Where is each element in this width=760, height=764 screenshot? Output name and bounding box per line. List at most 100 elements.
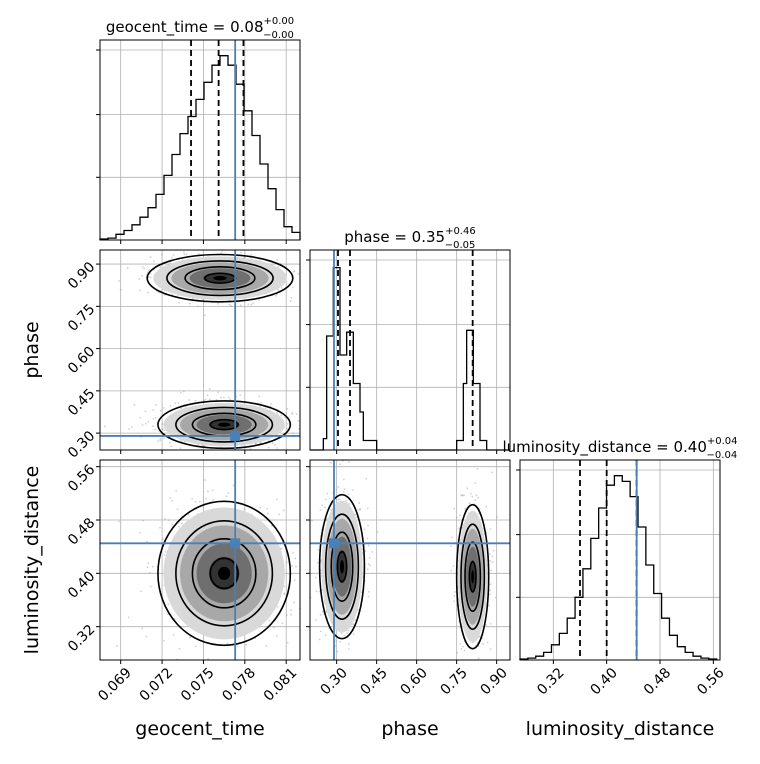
scatter-geocent_time-phase-sample-point <box>169 404 172 407</box>
scatter-phase-luminosity_distance-sample-point <box>449 545 452 548</box>
scatter-geocent_time-phase-sample-point <box>250 253 253 256</box>
scatter-geocent_time-luminosity_distance-sample-point <box>270 524 273 527</box>
scatter-geocent_time-luminosity_distance-sample-point <box>142 519 145 522</box>
hist-geocent_time-outline <box>99 55 301 240</box>
ytick-label-phase-4: 0.90 <box>65 259 98 292</box>
scatter-geocent_time-luminosity_distance-sample-point <box>278 513 281 516</box>
scatter-phase-luminosity_distance-sample-point <box>345 632 348 635</box>
scatter-phase-luminosity_distance-sample-point <box>315 590 318 593</box>
scatter-geocent_time-phase-sample-point <box>314 255 316 257</box>
scatter-geocent_time-phase-sample-point <box>276 293 278 296</box>
hist-phase-title-minus: −0.05 <box>445 240 476 251</box>
x-axis-label-geocent_time: geocent_time <box>135 718 264 740</box>
scatter-phase-luminosity_distance-sample-point <box>338 498 341 501</box>
scatter-geocent_time-luminosity_distance-sample-point <box>163 554 166 556</box>
scatter-geocent_time-luminosity_distance-sample-point <box>293 579 296 582</box>
scatter-geocent_time-luminosity_distance-sample-point <box>259 507 262 509</box>
scatter-geocent_time-luminosity_distance-sample-point <box>268 619 271 622</box>
hist-phase-bar-6 <box>353 384 360 451</box>
scatter-phase-luminosity_distance-sample-point <box>455 516 458 519</box>
scatter-geocent_time-luminosity_distance-density-0-4 <box>218 566 231 580</box>
xtick-label-geocent_time-1: 0.072 <box>137 665 177 705</box>
scatter-geocent_time-phase-sample-point <box>277 265 280 268</box>
scatter-geocent_time-luminosity_distance-sample-point <box>265 645 268 647</box>
hist-geocent_time-bar-22 <box>276 210 284 240</box>
xtick-label-luminosity_distance-2: 0.48 <box>641 665 674 698</box>
scatter-phase-luminosity_distance-sample-point <box>478 507 481 510</box>
scatter-geocent_time-luminosity_distance-sample-point <box>290 609 293 612</box>
xtick-label-phase-1: 0.45 <box>358 665 391 698</box>
scatter-geocent_time-phase-sample-point <box>152 260 155 263</box>
hist-luminosity_distance-bar-18 <box>662 618 670 660</box>
scatter-geocent_time-phase-sample-point <box>260 453 262 455</box>
hist-geocent_time-bar-6 <box>148 208 156 240</box>
scatter-geocent_time-phase-sample-point <box>276 447 279 449</box>
ytick-label-phase-0: 0.30 <box>65 428 98 461</box>
hist-geocent_time-bar-8 <box>164 175 172 240</box>
hist-geocent_time-bar-5 <box>140 217 148 240</box>
hist-geocent_time-bar-3 <box>124 231 132 241</box>
scatter-geocent_time-phase-sample-point <box>179 447 182 450</box>
hist-phase-title: phase = 0.35+0.46 −0.05 <box>344 226 475 251</box>
hist-geocent_time-title-base: geocent_time = 0.08 <box>106 18 264 37</box>
scatter-phase-luminosity_distance-contour-1-3 <box>468 560 477 593</box>
scatter-phase-luminosity_distance-sample-point <box>462 645 464 648</box>
scatter-phase-luminosity_distance-sample-point <box>321 589 324 591</box>
scatter-geocent_time-luminosity_distance-sample-point <box>148 571 151 574</box>
scatter-geocent_time-phase-sample-point <box>303 285 305 287</box>
scatter-geocent_time-phase-sample-point <box>280 286 283 289</box>
scatter-phase-luminosity_distance-sample-point <box>489 648 492 650</box>
scatter-phase-luminosity_distance-sample-point <box>340 632 343 635</box>
scatter-phase-luminosity_distance-sample-point <box>456 652 459 654</box>
scatter-phase-luminosity_distance-sample-point <box>316 561 319 564</box>
scatter-geocent_time-phase-sample-point <box>316 274 318 276</box>
scatter-phase-luminosity_distance-sample-point <box>459 642 462 645</box>
scatter-phase-luminosity_distance-sample-point <box>477 657 480 659</box>
scatter-geocent_time-phase-sample-point <box>183 440 186 443</box>
scatter-geocent_time-phase-sample-point <box>258 395 261 398</box>
scatter-geocent_time-phase-sample-point <box>208 248 210 250</box>
xtick-label-luminosity_distance-0: 0.32 <box>534 665 567 698</box>
hist-luminosity_distance-bar-19 <box>669 635 677 660</box>
scatter-phase-luminosity_distance-sample-point <box>367 544 370 547</box>
scatter-geocent_time-phase-sample-point <box>171 256 173 259</box>
scatter-geocent_time-phase-sample-point <box>228 303 231 306</box>
scatter-phase-luminosity_distance-sample-point <box>478 669 480 671</box>
scatter-geocent_time-phase-contour-1-0 <box>157 400 292 450</box>
scatter-phase-luminosity_distance-sample-point <box>358 508 360 511</box>
scatter-phase-luminosity_distance-sample-point <box>347 629 350 632</box>
hist-luminosity_distance-bar-16 <box>646 565 654 660</box>
scatter-phase-luminosity_distance-sample-point <box>488 553 491 555</box>
scatter-geocent_time-luminosity_distance-contour-0-3 <box>209 557 239 590</box>
scatter-geocent_time-luminosity_distance-sample-point <box>313 498 315 500</box>
scatter-phase-luminosity_distance-sample-point <box>324 498 327 501</box>
scatter-geocent_time-phase-sample-point <box>133 403 136 406</box>
scatter-phase-luminosity_distance-contour-0-0 <box>318 493 366 640</box>
scatter-phase-luminosity_distance-sample-point <box>460 494 463 497</box>
scatter-phase-luminosity_distance-sample-point <box>366 537 369 540</box>
scatter-geocent_time-phase-sample-point <box>220 396 222 399</box>
hist-phase-bar-15 <box>457 441 464 451</box>
scatter-phase-luminosity_distance-sample-point <box>318 638 321 641</box>
scatter-geocent_time-phase-sample-point <box>147 421 150 423</box>
scatter-phase-luminosity_distance-sample-point <box>489 589 491 592</box>
scatter-geocent_time-phase-sample-point <box>152 409 155 412</box>
scatter-geocent_time-phase-sample-point <box>162 407 165 409</box>
scatter-geocent_time-phase-sample-point <box>141 274 143 277</box>
scatter-geocent_time-phase-sample-point <box>130 426 133 429</box>
ytick-label-luminosity_distance-0: 0.32 <box>65 622 98 655</box>
hist-luminosity_distance-title-base: luminosity_distance = 0.40 <box>502 438 706 457</box>
scatter-phase-luminosity_distance-sample-point <box>354 619 357 621</box>
scatter-geocent_time-phase-sample-point <box>267 446 270 449</box>
scatter-geocent_time-phase-sample-point <box>250 303 253 306</box>
hist-luminosity_distance-bar-21 <box>685 652 693 660</box>
scatter-phase-luminosity_distance-sample-point <box>366 568 369 571</box>
scatter-geocent_time-phase-truth-marker <box>230 430 241 441</box>
scatter-geocent_time-luminosity_distance-sample-point <box>140 590 143 593</box>
scatter-geocent_time-luminosity_distance-sample-point <box>169 497 172 499</box>
scatter-geocent_time-phase-sample-point <box>172 253 175 256</box>
scatter-phase-luminosity_distance-sample-point <box>367 590 370 593</box>
scatter-geocent_time-phase-sample-point <box>159 266 162 269</box>
hist-luminosity_distance-bar-8 <box>583 569 591 660</box>
scatter-phase-luminosity_distance-sample-point <box>367 563 370 566</box>
